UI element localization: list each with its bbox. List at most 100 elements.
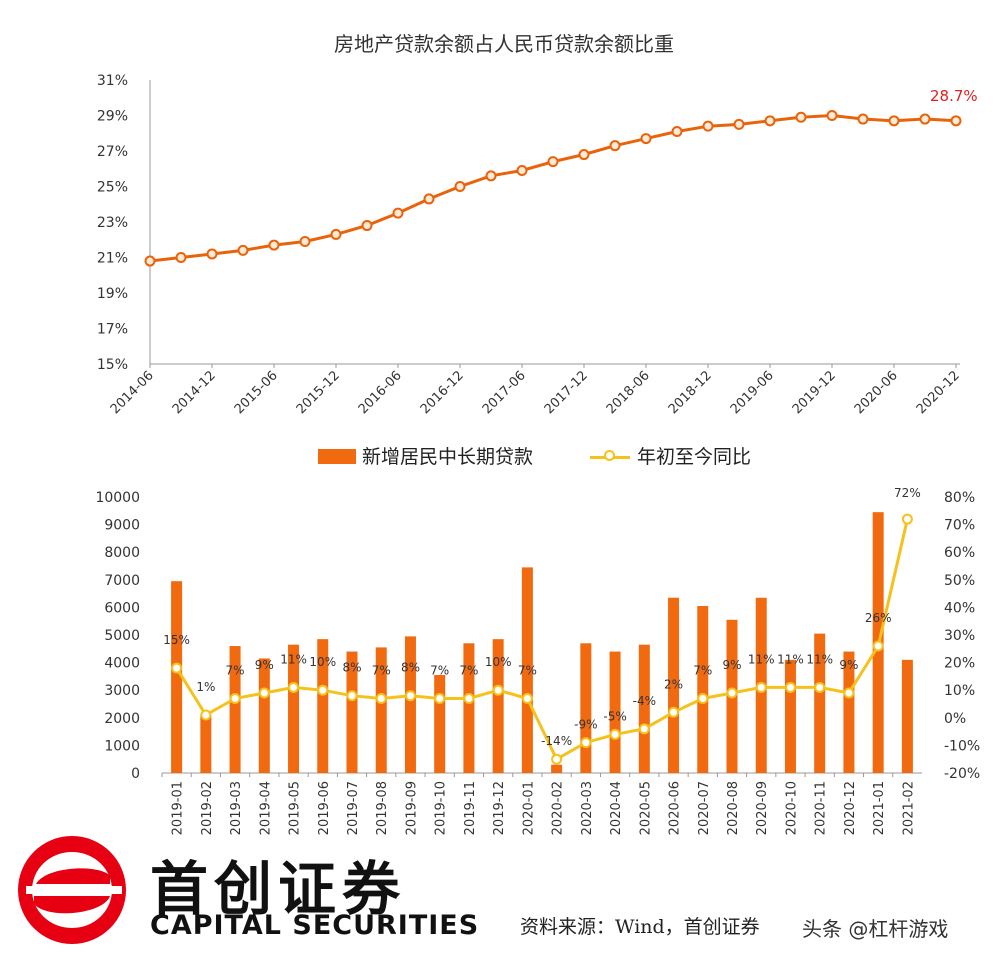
bar <box>258 658 270 773</box>
yoy-data-label: 7% <box>430 663 449 677</box>
bar <box>171 581 183 773</box>
yoy-data-label: 7% <box>693 663 712 677</box>
series-line <box>149 113 957 263</box>
data-point <box>640 133 652 145</box>
yoy-data-label: 9% <box>839 658 858 672</box>
yoy-point <box>492 684 504 696</box>
bar <box>521 567 533 773</box>
data-point <box>392 207 404 219</box>
x-tick-label: 2020-11 <box>814 781 829 835</box>
data-point <box>826 110 838 121</box>
bar <box>609 651 621 773</box>
data-point <box>144 255 156 267</box>
data-point <box>299 236 311 248</box>
brand-name-cn: 首创证券 <box>150 855 407 923</box>
left-y-tick-label: 9000 <box>104 518 140 534</box>
source-note: 资料来源：Wind，首创证券 <box>520 916 760 938</box>
y-tick-label: 15% <box>97 357 128 373</box>
yoy-point <box>697 692 709 704</box>
bar <box>404 636 416 773</box>
x-tick-label: 2019-06 <box>728 368 777 417</box>
yoy-data-label: 8% <box>342 661 361 675</box>
x-tick-label: 2018-06 <box>604 368 653 417</box>
capital-securities-logo-icon <box>18 836 126 944</box>
yoy-data-label: 7% <box>518 663 537 677</box>
bar <box>375 647 387 773</box>
data-point <box>516 165 528 177</box>
bar <box>229 646 241 773</box>
chart-title: 房地产贷款余额占人民币贷款余额比重 <box>334 32 674 56</box>
data-point <box>206 248 218 260</box>
x-tick-label: 2019-08 <box>375 781 390 835</box>
x-tick-label: 2020-04 <box>609 781 624 835</box>
y-tick-label: 23% <box>97 215 128 231</box>
yoy-point <box>229 692 241 704</box>
yoy-data-label: 10% <box>309 655 336 669</box>
x-tick-label: 2017-12 <box>542 368 591 417</box>
yoy-data-label: 11% <box>748 652 775 666</box>
top-line-chart: 15% 17% 19% 21% 23% 25% 27% 29% 31% 2014-06 2014-1… <box>97 73 978 417</box>
yoy-point <box>872 640 884 652</box>
x-tick-label: 2020-07 <box>697 781 712 835</box>
left-y-tick-label: 4000 <box>104 656 140 672</box>
yoy-data-label: 10% <box>485 655 512 669</box>
x-tick-label: 2020-06 <box>668 781 683 835</box>
right-y-tick-label: 70% <box>944 518 975 534</box>
yoy-data-label: 15% <box>163 633 190 647</box>
right-y-tick-label: 30% <box>944 628 975 644</box>
x-tick-label: 2019-11 <box>463 781 478 835</box>
bar <box>288 644 300 773</box>
left-y-tick-label: 6000 <box>104 600 140 616</box>
yoy-data-label: 9% <box>722 658 741 672</box>
bar <box>346 651 358 773</box>
end-value-label: 28.7% <box>930 87 978 105</box>
yoy-data-label: 7% <box>226 663 245 677</box>
x-tick-label: 2020-02 <box>551 781 566 835</box>
bar <box>638 644 650 773</box>
right-y-tick-label: 0% <box>944 711 966 727</box>
bar <box>784 659 796 773</box>
x-tick-label: 2021-01 <box>872 781 887 835</box>
yoy-point <box>200 709 212 721</box>
x-tick-label: 2020-12 <box>843 781 858 835</box>
y-tick-label: 21% <box>97 251 128 267</box>
yoy-point <box>668 706 680 718</box>
left-y-tick-label: 7000 <box>104 573 140 589</box>
x-tick-label: 2019-09 <box>404 781 419 835</box>
left-y-tick-label: 3000 <box>104 683 140 699</box>
data-point <box>578 149 590 161</box>
data-point <box>361 220 373 232</box>
bar <box>463 643 475 773</box>
y-tick-label: 27% <box>97 144 128 160</box>
yoy-point <box>375 692 387 704</box>
data-point <box>950 115 962 127</box>
yoy-point <box>288 681 300 693</box>
data-point <box>237 244 249 256</box>
data-point <box>609 140 621 152</box>
data-point <box>795 111 807 123</box>
bar <box>901 659 913 773</box>
data-point <box>764 115 776 127</box>
yoy-point <box>346 690 358 702</box>
right-y-tick-label: 10% <box>944 683 975 699</box>
watermark: 头条 @杠杆游戏 <box>798 913 953 942</box>
x-tick-label: 2019-04 <box>258 781 273 835</box>
legend-line-label: 年初至今同比 <box>637 446 752 468</box>
legend-bar-swatch <box>318 449 356 464</box>
data-point <box>919 113 931 125</box>
x-tick-label: 2019-12 <box>790 368 839 417</box>
yoy-point <box>726 687 738 699</box>
data-point <box>423 193 435 205</box>
y-tick-label: 31% <box>97 73 128 89</box>
yoy-point <box>901 513 913 525</box>
yoy-point <box>609 728 621 740</box>
bar <box>580 643 592 773</box>
x-tick-label: 2019-01 <box>171 781 186 835</box>
left-y-tick-label: 10000 <box>95 490 140 506</box>
yoy-data-label: 72% <box>894 486 921 500</box>
x-tick-label: 2021-02 <box>901 781 916 835</box>
yoy-data-label: 1% <box>196 680 215 694</box>
yoy-point <box>434 692 446 704</box>
x-tick-label: 2016-06 <box>356 368 405 417</box>
